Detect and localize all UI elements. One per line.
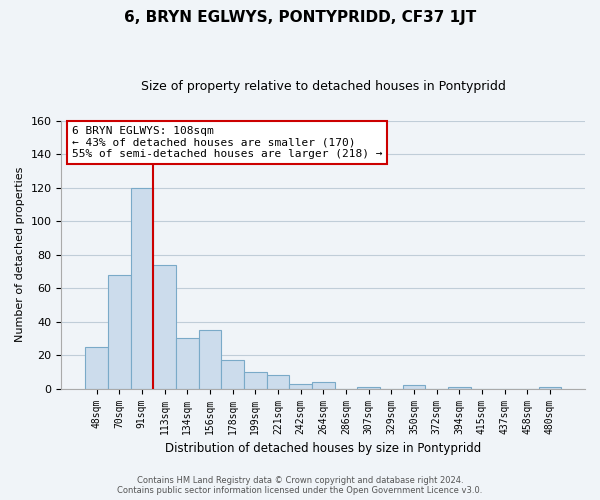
Y-axis label: Number of detached properties: Number of detached properties [15, 167, 25, 342]
Bar [244, 372, 266, 388]
Bar [448, 387, 470, 388]
Bar [131, 188, 153, 388]
Text: Contains HM Land Registry data © Crown copyright and database right 2024.
Contai: Contains HM Land Registry data © Crown c… [118, 476, 482, 495]
Bar [153, 264, 176, 388]
Bar [266, 376, 289, 388]
Bar [199, 330, 221, 388]
Bar [403, 386, 425, 388]
Bar [289, 384, 312, 388]
Bar [312, 382, 335, 388]
Title: Size of property relative to detached houses in Pontypridd: Size of property relative to detached ho… [141, 80, 506, 93]
Bar [221, 360, 244, 388]
Text: 6 BRYN EGLWYS: 108sqm
← 43% of detached houses are smaller (170)
55% of semi-det: 6 BRYN EGLWYS: 108sqm ← 43% of detached … [72, 126, 382, 159]
X-axis label: Distribution of detached houses by size in Pontypridd: Distribution of detached houses by size … [165, 442, 481, 455]
Bar [539, 387, 561, 388]
Bar [357, 387, 380, 388]
Bar [85, 347, 108, 389]
Bar [108, 274, 131, 388]
Bar [176, 338, 199, 388]
Text: 6, BRYN EGLWYS, PONTYPRIDD, CF37 1JT: 6, BRYN EGLWYS, PONTYPRIDD, CF37 1JT [124, 10, 476, 25]
